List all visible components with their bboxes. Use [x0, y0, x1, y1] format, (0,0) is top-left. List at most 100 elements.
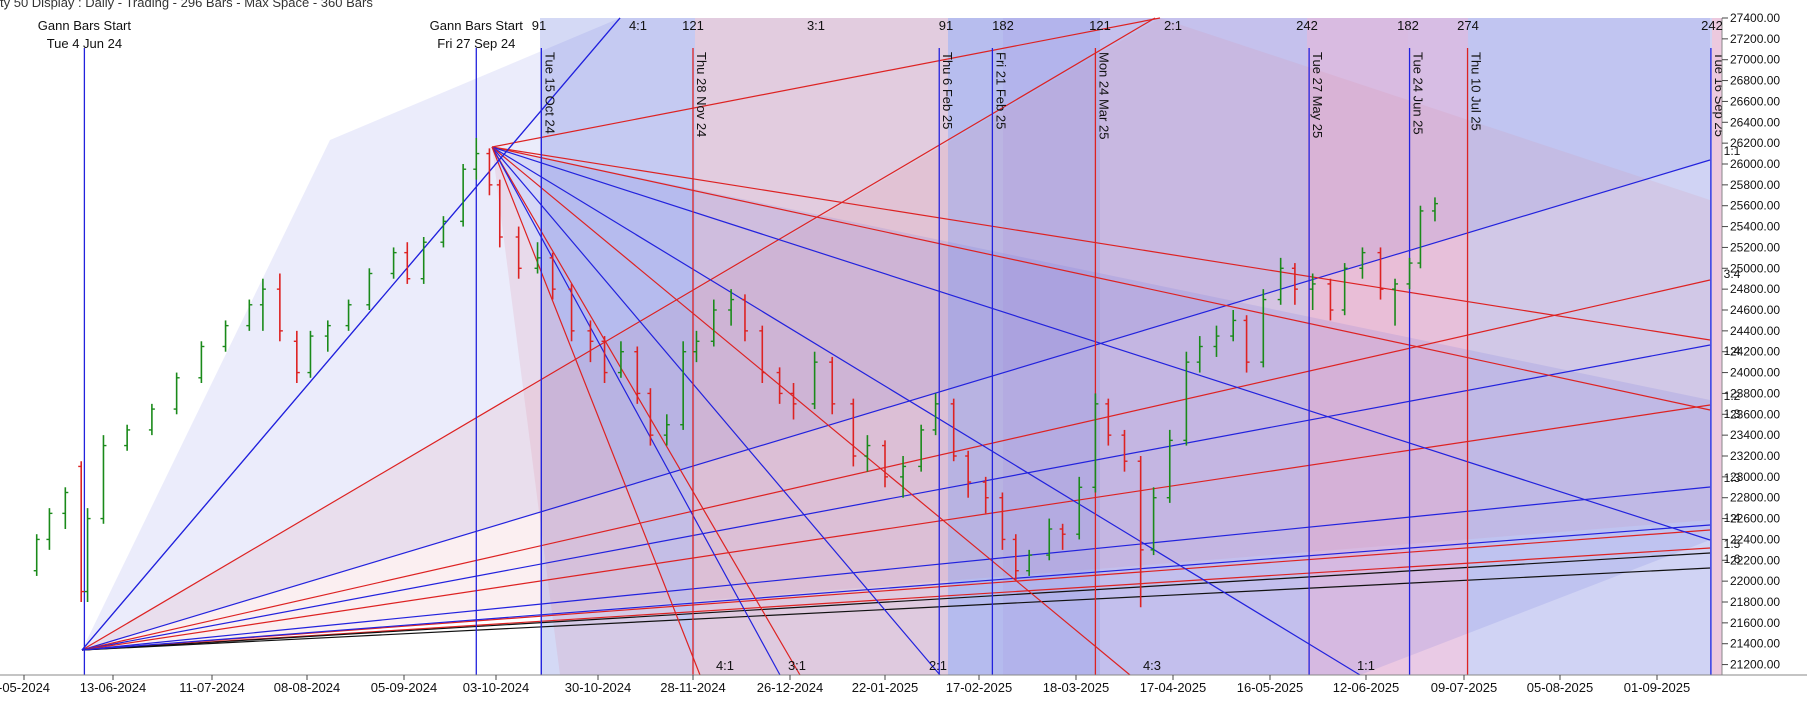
chart-header: ty 50 Display : Daily - Trading - 296 Ba…: [0, 0, 373, 10]
fan-ratio-label: 1:3: [1724, 471, 1741, 485]
y-tick-label: 25600.00: [1730, 199, 1780, 213]
y-tick-label: 23200.00: [1730, 449, 1780, 463]
x-tick-label: 09-07-2025: [1431, 680, 1498, 695]
vertical-line-label: Tue 15 Oct 24: [542, 52, 557, 134]
gann-start-label: Gann Bars Start: [38, 18, 132, 33]
cycle-band: [695, 18, 948, 675]
gann-fan-line: [81, 529, 1711, 651]
fan-ratio-label: 1:2: [1724, 389, 1741, 403]
gann-fan-line: [81, 486, 1711, 651]
y-tick-label: 22800.00: [1730, 491, 1780, 505]
y-tick-label: 23600.00: [1730, 407, 1780, 421]
x-tick-label: 22-01-2025: [852, 680, 919, 695]
y-tick-label: 26600.00: [1730, 94, 1780, 108]
x-tick-label: 05-08-2025: [1527, 680, 1594, 695]
y-tick-label: 26200.00: [1730, 136, 1780, 150]
y-tick-label: 22000.00: [1730, 574, 1780, 588]
y-tick-label: 24800.00: [1730, 282, 1780, 296]
gann-fan-line: [81, 552, 1711, 651]
y-tick-label: 21600.00: [1730, 616, 1780, 630]
vertical-line-label: Thu 6 Feb 25: [940, 52, 955, 129]
y-tick-label: 27200.00: [1730, 32, 1780, 46]
x-tick-label: 01-09-2025: [1624, 680, 1691, 695]
y-tick-label: 21800.00: [1730, 595, 1780, 609]
fan-ratio-label: 1:6: [1724, 552, 1741, 566]
gann-fan-line: [81, 524, 1711, 651]
vertical-line-label: Thu 10 Jul 25: [1469, 52, 1484, 131]
x-tick-label: 18-03-2025: [1043, 680, 1110, 695]
fan-ratio-label: 1:1: [1357, 658, 1375, 673]
x-tick-label: 11-07-2024: [179, 680, 245, 695]
y-tick-label: 21200.00: [1730, 658, 1780, 672]
x-tick-label: 17-04-2025: [1140, 680, 1207, 695]
x-tick-label: 12-06-2025: [1333, 680, 1400, 695]
gann-fan-line: [491, 146, 1711, 411]
cycle-count-label: 121: [682, 18, 704, 33]
x-tick-label: 05-09-2024: [371, 680, 438, 695]
x-tick-label: 28-11-2024: [660, 680, 726, 695]
gann-fan-line: [491, 146, 941, 676]
fan-ratio-label: 2:1: [929, 658, 947, 673]
gann-fan-line: [81, 404, 1711, 651]
gann-fan-line: [491, 146, 1711, 541]
fan-ratio-label: 1:3: [1724, 407, 1741, 421]
gann-fan-line: [81, 344, 1711, 651]
vertical-line-label: Fri 21 Feb 25: [993, 52, 1008, 129]
y-tick-label: 22400.00: [1730, 532, 1780, 546]
y-tick-label: 23800.00: [1730, 386, 1780, 400]
gann-fan-line: [81, 159, 1711, 651]
y-tick-label: 25200.00: [1730, 240, 1780, 254]
cycle-band: [948, 18, 1003, 675]
cycle-count-label: 91: [939, 18, 953, 33]
cycle-band: [540, 18, 695, 675]
gann-fan-wedge: [82, 18, 1710, 650]
x-tick-label: 30-10-2024: [565, 680, 632, 695]
x-tick-label: 16-05-2025: [1237, 680, 1304, 695]
y-tick-label: 24600.00: [1730, 303, 1780, 317]
fan-ratio-label: 4:1: [716, 658, 734, 673]
fan-ratio-label: 3:4: [1724, 267, 1741, 281]
y-tick-label: 26800.00: [1730, 74, 1780, 88]
gann-fan-line: [81, 279, 1711, 651]
cycle-band: [1003, 18, 1100, 675]
y-tick-label: 24400.00: [1730, 324, 1780, 338]
gann-fan-line: [491, 146, 1131, 676]
y-tick-label: 23000.00: [1730, 470, 1780, 484]
fan-ratio-label: 4:3: [1143, 658, 1161, 673]
cycle-band: [1100, 18, 1307, 675]
vertical-line-label: Thu 28 Nov 24: [694, 52, 709, 137]
fan-ratio-label: 3:1: [788, 658, 806, 673]
y-tick-label: 23400.00: [1730, 428, 1780, 442]
x-tick-label: 17-02-2025: [946, 680, 1013, 695]
y-tick-label: 22200.00: [1730, 553, 1780, 567]
cycle-count-label: 4:1: [629, 18, 647, 33]
fan-ratio-label: 1:5: [1724, 537, 1741, 551]
gann-fan-line: [491, 146, 781, 676]
cycle-count-label: 274: [1457, 18, 1479, 33]
y-tick-label: 27000.00: [1730, 53, 1780, 67]
gann-fan-line: [491, 146, 1711, 341]
fan-ratio-label: 1:4: [1724, 511, 1741, 525]
x-tick-label: 13-06-2024: [80, 680, 147, 695]
cycle-count-label: 91: [532, 18, 546, 33]
vertical-line-label: Tue 27 May 25: [1310, 52, 1325, 138]
price-axis: [1722, 18, 1807, 675]
y-tick-label: 25000.00: [1730, 261, 1780, 275]
gann-fan-line: [491, 146, 701, 676]
cycle-count-label: 2:1: [1164, 18, 1182, 33]
cycle-count-label: 182: [1397, 18, 1419, 33]
y-tick-label: 24200.00: [1730, 345, 1780, 359]
gann-start-label: Gann Bars Start: [430, 18, 524, 33]
gann-fan-line: [81, 547, 1711, 651]
vertical-line-label: Tue 24 Jun 25: [1411, 52, 1426, 135]
gann-fan-line: [491, 17, 1161, 148]
cycle-band: [1307, 18, 1408, 675]
x-tick-label: 26-12-2024: [757, 680, 824, 695]
y-tick-label: 25800.00: [1730, 178, 1780, 192]
y-tick-label: 22600.00: [1730, 512, 1780, 526]
fan-ratio-label: 1:4: [1724, 344, 1741, 358]
y-tick-label: 27400.00: [1730, 11, 1780, 25]
gann-start-date: Fri 27 Sep 24: [437, 36, 515, 51]
